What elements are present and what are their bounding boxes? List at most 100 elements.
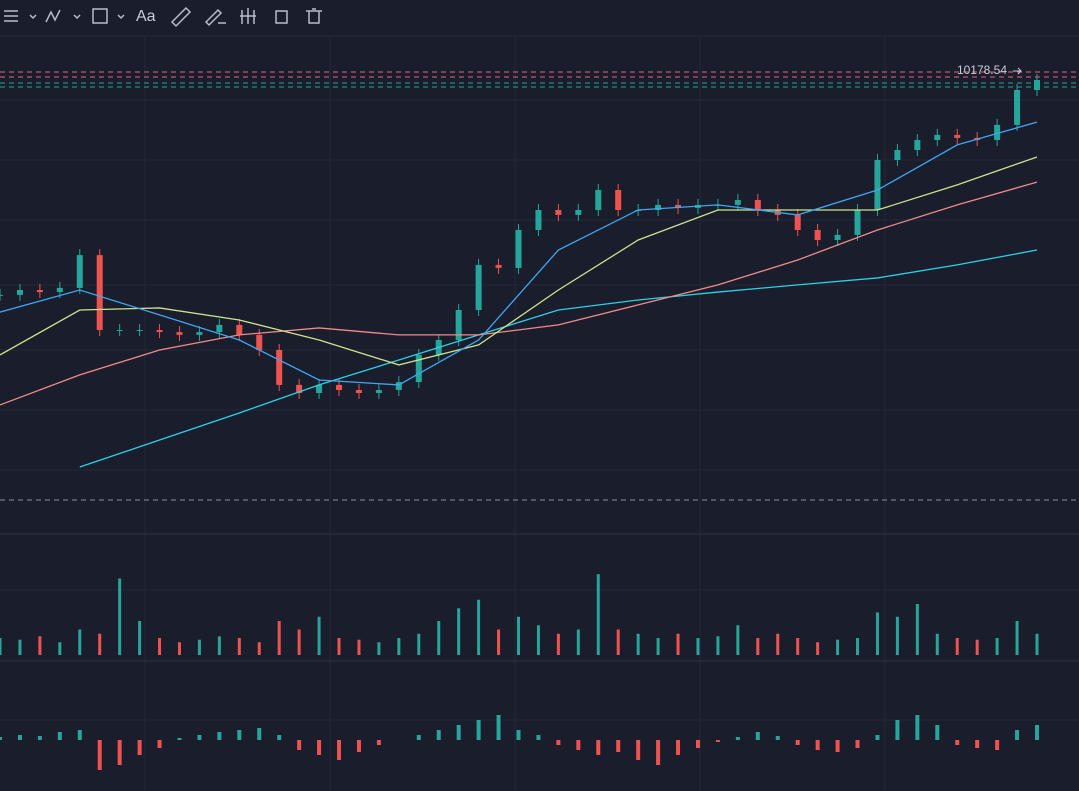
macd-bar [755,732,760,740]
volume-bar [656,638,660,655]
candle [655,204,662,210]
candle [355,390,362,394]
volume-bar [955,638,959,655]
volume-bar [437,621,441,655]
macd-bar [835,740,840,752]
candle [0,294,3,296]
candle [116,330,123,331]
candle [834,234,841,240]
candle [874,160,881,210]
volume-bar [796,638,800,655]
candle [216,324,223,333]
moving-average-line [0,121,1038,386]
macd-bar [815,740,820,750]
dropdown[interactable] [73,14,81,20]
macd-bar [995,740,1000,750]
candle [555,210,562,215]
volume-bar [756,638,760,655]
pattern-tool[interactable] [240,8,256,24]
candle [954,134,961,138]
candle [515,230,522,268]
macd-bar [37,736,42,740]
candle [475,264,482,310]
measure-tool[interactable] [92,8,108,24]
candle [156,330,163,333]
dropdown[interactable] [29,14,37,20]
moving-average-line [79,249,1038,468]
brush-tool[interactable] [204,8,226,27]
volume-bar [736,625,740,655]
line-tool[interactable] [45,9,61,23]
volume-bar [337,638,341,655]
candle [575,210,582,215]
candle [136,330,143,331]
macd-bar [217,732,222,740]
delete-tool[interactable] [306,8,322,24]
toolbar [4,6,322,28]
volume-bar [636,633,640,655]
macd-bar [536,735,541,740]
macd-bar [97,740,102,770]
candle [675,204,682,208]
price-arrow [1013,67,1022,75]
volume-bar [18,639,22,655]
macd-bar [516,730,521,740]
moving-average-line [0,156,1038,366]
volume-bar [616,629,620,655]
volume-bar [158,638,162,655]
dropdown[interactable] [117,14,125,20]
candle [236,324,243,335]
ruler-tool[interactable] [170,6,192,28]
macd-bar [297,740,302,750]
volume-bar [38,636,42,655]
volume-bar [856,638,860,655]
candle [794,214,801,230]
macd-bar [1015,730,1020,740]
candle [814,230,821,240]
candle [296,384,303,394]
macd-bar [975,740,980,748]
candle [196,332,203,335]
moving-average-line [0,181,1038,406]
volume-bar [875,612,879,655]
candle [754,200,761,210]
macd-bar [137,740,142,755]
macd-bar [695,740,700,748]
macd-bar [157,740,162,748]
volume-bar [277,621,281,655]
macd-bar [17,735,22,740]
volume-bar [995,638,999,655]
volume-bar [177,642,181,655]
menu-icon[interactable] [4,10,18,22]
candle [276,350,283,385]
macd-bar [676,740,681,755]
volume-bar [776,633,780,655]
volume-bar [895,616,899,655]
macd-bar [416,735,421,740]
volume-bar [1015,621,1019,655]
macd-bar [955,740,960,745]
lock-tool[interactable] [275,10,288,24]
volume-bar [357,639,361,655]
volume-bar [576,629,580,655]
candle [375,390,382,394]
volume-bar [197,639,201,655]
candle [734,200,741,205]
candle [535,210,542,230]
macd-bar [237,730,242,740]
macd-bar [496,715,501,740]
macd-bar [277,735,282,740]
volume-bar [0,638,2,655]
macd-bar [476,720,481,740]
macd-bar [1035,725,1039,740]
candle [934,134,941,140]
macd-bar [197,735,202,740]
volume-bar [78,629,82,655]
candle [994,124,1001,140]
volume-bar [257,642,261,655]
text-tool[interactable]: Aa [136,8,156,25]
volume-bar [397,638,401,655]
